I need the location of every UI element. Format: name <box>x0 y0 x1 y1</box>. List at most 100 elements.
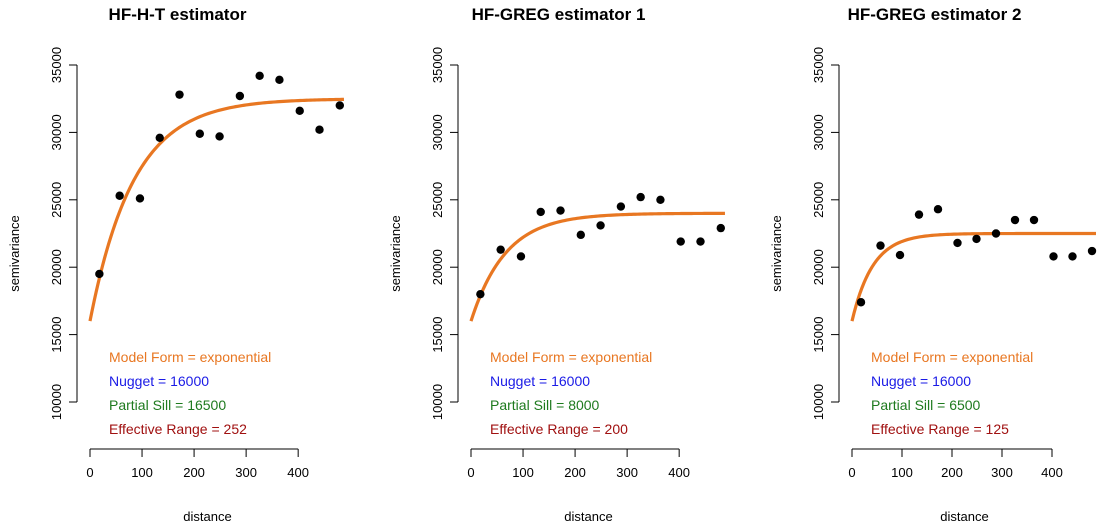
x-tick-label: 300 <box>991 465 1013 480</box>
annotation-3: Partial Sill = 16500 <box>109 397 226 413</box>
data-point <box>215 132 224 141</box>
annotation-1: Model Form = exponential <box>109 349 271 365</box>
data-point <box>556 206 565 215</box>
y-tick-label: 25000 <box>49 182 64 218</box>
data-point <box>636 192 645 202</box>
fitted-curve <box>850 231 1096 322</box>
x-tick-label: 400 <box>668 465 690 480</box>
x-tick-label: 0 <box>86 465 93 480</box>
annotation-4: Effective Range = 200 <box>490 421 628 437</box>
data-point <box>476 289 485 299</box>
data-point <box>616 202 626 211</box>
y-tick-label: 30000 <box>811 114 826 150</box>
data-point <box>576 230 586 240</box>
chart-panel-1: HF-H-T estimator100001500020000250003000… <box>7 5 344 524</box>
data-point <box>1010 215 1020 225</box>
data-point <box>155 133 164 142</box>
y-tick-label: 20000 <box>430 249 445 285</box>
x-tick-label: 400 <box>1041 465 1063 480</box>
y-tick-label: 15000 <box>49 317 64 353</box>
y-tick-label: 20000 <box>811 249 826 285</box>
data-point <box>536 207 545 217</box>
chart-panel-3: HF-GREG estimator 2 10000 15000 20000 25000 3… <box>769 5 1097 524</box>
y-tick-label: 10000 <box>430 384 445 420</box>
y-tick-label: 35000 <box>811 47 826 83</box>
y-tick-label: 35000 <box>49 47 64 83</box>
data-point <box>175 90 184 99</box>
data-point <box>135 194 145 203</box>
data-point <box>856 298 866 307</box>
annotation-2: Nugget = 16000 <box>109 373 209 389</box>
annotation-3: Partial Sill = 8000 <box>490 397 600 413</box>
data-point <box>972 234 981 244</box>
data-point <box>596 221 605 230</box>
x-tick-label: 200 <box>564 465 586 480</box>
annotation-1: Model Form = exponential <box>490 349 652 365</box>
data-point <box>335 101 344 110</box>
data-point <box>716 223 725 233</box>
x-tick-label: 300 <box>616 465 638 480</box>
data-point <box>275 75 284 85</box>
chart-title: HF-H-T estimator <box>109 5 247 24</box>
y-tick-label: 20000 <box>49 249 64 285</box>
y-tick-label: 10000 <box>49 384 64 420</box>
data-point <box>516 252 526 261</box>
y-tick-label: 35000 <box>430 47 445 83</box>
chart-panel-2: HF-GREG estimator 1 10000 15000 20000 25000 3… <box>388 5 725 524</box>
x-tick-label: 0 <box>848 465 855 480</box>
x-axis-label: distance <box>564 509 612 524</box>
y-axis-label: semivariance <box>769 215 784 292</box>
data-point <box>115 191 124 200</box>
chart-title: HF-GREG estimator 2 <box>848 5 1022 24</box>
annotation-4: Effective Range = 125 <box>871 421 1009 437</box>
data-point <box>656 195 665 204</box>
x-axis-label: distance <box>183 509 231 524</box>
x-tick-label: 100 <box>512 465 534 480</box>
fitted-curve <box>469 211 725 322</box>
annotation-1: Model Form = exponential <box>871 349 1033 365</box>
data-point <box>676 237 685 246</box>
data-point <box>953 238 962 248</box>
data-point <box>1029 215 1039 225</box>
data-point <box>876 241 885 250</box>
x-tick-label: 0 <box>467 465 474 480</box>
data-point <box>1068 252 1077 261</box>
y-axis-label: semivariance <box>388 215 403 292</box>
data-point <box>895 250 905 260</box>
x-tick-label: 400 <box>287 465 309 480</box>
data-point <box>195 129 205 138</box>
data-point <box>496 245 505 254</box>
annotation-2: Nugget = 16000 <box>490 373 590 389</box>
data-point <box>95 269 104 279</box>
y-tick-label: 30000 <box>49 114 64 150</box>
annotation-4: Effective Range = 252 <box>109 421 247 437</box>
y-tick-label: 25000 <box>811 182 826 218</box>
data-point <box>1049 252 1058 261</box>
x-tick-label: 300 <box>235 465 257 480</box>
data-point <box>255 71 264 80</box>
annotation-3: Partial Sill = 6500 <box>871 397 981 413</box>
chart-title: HF-GREG estimator 1 <box>472 5 646 24</box>
data-point <box>1087 246 1097 256</box>
data-point <box>295 106 304 116</box>
y-tick-label: 15000 <box>430 317 445 353</box>
fitted-curve <box>88 97 344 322</box>
data-point <box>696 237 705 246</box>
data-point <box>933 205 943 214</box>
y-axis-label: semivariance <box>7 215 22 292</box>
x-tick-label: 100 <box>131 465 153 480</box>
y-tick-label: 30000 <box>430 114 445 150</box>
y-tick-label: 10000 <box>811 384 826 420</box>
x-tick-label: 200 <box>941 465 963 480</box>
x-tick-label: 100 <box>891 465 913 480</box>
x-tick-label: 200 <box>183 465 205 480</box>
data-point <box>991 229 1001 238</box>
data-point <box>315 125 324 134</box>
y-tick-label: 15000 <box>811 317 826 353</box>
data-point <box>235 91 245 101</box>
data-point <box>914 210 924 219</box>
y-tick-label: 25000 <box>430 182 445 218</box>
annotation-2: Nugget = 16000 <box>871 373 971 389</box>
x-axis-label: distance <box>940 509 988 524</box>
